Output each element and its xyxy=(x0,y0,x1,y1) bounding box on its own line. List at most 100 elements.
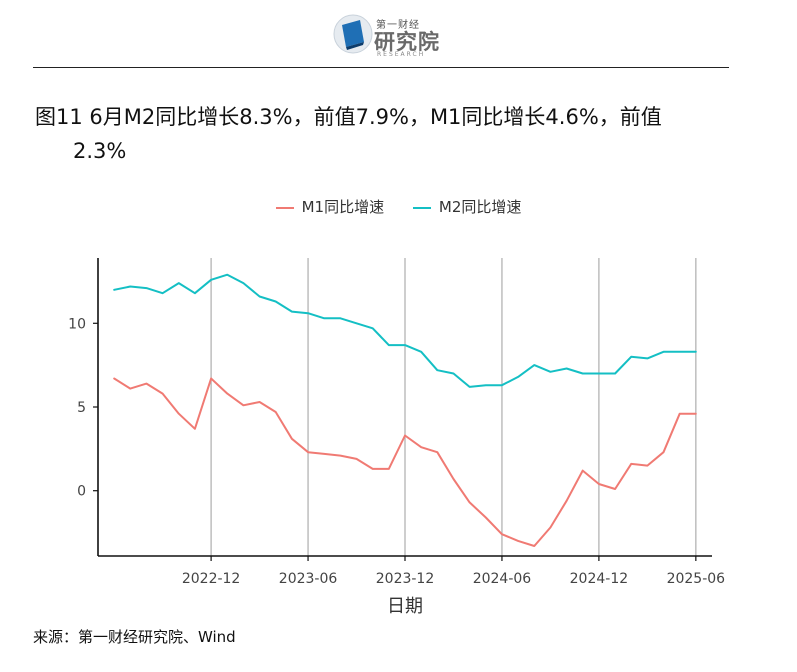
series-2-point-2024-02 xyxy=(437,369,439,371)
series-2-point-2023-04 xyxy=(275,301,277,303)
series-2-point-2024-08 xyxy=(533,364,535,366)
series-2-point-2023-01 xyxy=(226,274,228,276)
x-tick-label-2024-06: 2024-06 xyxy=(473,571,532,587)
series-1-point-2024-02 xyxy=(437,451,439,453)
legend-swatch-m2 xyxy=(412,206,431,209)
research-logo: 第一财经 研究院 RESEARCH xyxy=(333,12,443,60)
series-1-point-2022-07 xyxy=(130,388,132,390)
series-2-point-2023-08 xyxy=(340,317,342,319)
series-1-point-2024-09 xyxy=(550,527,552,529)
series-2-point-2024-09 xyxy=(550,371,552,373)
series-2-point-2025-03 xyxy=(647,358,649,360)
legend-label-m2: M2同比增速 xyxy=(438,198,522,216)
figure-title-line2: 2.3% xyxy=(73,139,127,163)
series-2-point-2025-06 xyxy=(695,351,697,353)
series-2-point-2022-09 xyxy=(162,292,164,294)
series-1-point-2022-09 xyxy=(162,393,164,395)
series-1-point-2024-11 xyxy=(582,470,584,472)
source-note: 来源：第一财经研究院、Wind xyxy=(33,628,236,646)
y-tick-label-10: 10 xyxy=(68,316,86,332)
y-tick-label-0: 0 xyxy=(77,484,86,500)
series-1-point-2025-03 xyxy=(647,465,649,467)
series-2-point-2024-05 xyxy=(485,384,487,386)
series-1-point-2024-08 xyxy=(533,545,535,547)
series-1-point-2023-08 xyxy=(340,455,342,457)
series-1-point-2023-09 xyxy=(356,458,358,460)
series-2-point-2024-11 xyxy=(582,373,584,375)
series-2-point-2022-10 xyxy=(178,282,180,284)
series-2-point-2024-04 xyxy=(469,386,471,388)
series-1-point-2023-02 xyxy=(243,405,245,407)
series-2-point-2024-10 xyxy=(566,368,568,370)
series-1-point-2025-04 xyxy=(663,451,665,453)
series-1-point-2024-10 xyxy=(566,500,568,502)
series-1-point-2024-12 xyxy=(598,483,600,485)
x-axis-title: 日期 xyxy=(387,596,423,617)
series-1-point-2023-03 xyxy=(259,401,261,403)
legend-label-m1: M1同比增速 xyxy=(301,198,385,216)
series-2-point-2025-05 xyxy=(679,351,681,353)
series-2-point-2023-10 xyxy=(372,328,374,330)
logo-book-icon xyxy=(333,14,373,54)
series-1-point-2023-01 xyxy=(226,393,228,395)
series-1-point-2022-10 xyxy=(178,413,180,415)
series-1-point-2024-01 xyxy=(420,446,422,448)
x-tick-label-2023-06: 2023-06 xyxy=(279,571,338,587)
series-1-point-2023-04 xyxy=(275,411,277,413)
legend-item-m2: M2同比增速 xyxy=(412,196,522,217)
legend-item-m1: M1同比增速 xyxy=(275,196,385,217)
series-2-point-2024-06 xyxy=(501,384,503,386)
x-tick-label-2022-12: 2022-12 xyxy=(182,571,241,587)
series-2-point-2022-11 xyxy=(194,292,196,294)
series-2-point-2023-09 xyxy=(356,322,358,324)
series-2-point-2024-07 xyxy=(517,376,519,378)
series-1-point-2022-06 xyxy=(113,378,115,380)
y-tick-label-5: 5 xyxy=(77,400,86,416)
series-2-point-2024-01 xyxy=(420,351,422,353)
logo-text-top: 第一财经 xyxy=(376,20,420,31)
logo-text-main: 研究院 xyxy=(374,30,440,54)
series-2-point-2024-12 xyxy=(598,373,600,375)
series-2-point-2022-07 xyxy=(130,286,132,288)
series-1-point-2024-05 xyxy=(485,517,487,519)
series-2-point-2023-02 xyxy=(243,282,245,284)
series-1-point-2025-06 xyxy=(695,413,697,415)
series-1-point-2023-05 xyxy=(291,438,293,440)
series-2-point-2023-06 xyxy=(307,312,309,314)
series-1-point-2024-03 xyxy=(453,478,455,480)
x-tick-label-2023-12: 2023-12 xyxy=(376,571,435,587)
series-1-point-2024-07 xyxy=(517,540,519,542)
series-2-point-2023-07 xyxy=(323,317,325,319)
series-1-point-2022-11 xyxy=(194,428,196,430)
logo-text-sub: RESEARCH xyxy=(377,51,426,58)
series-2-point-2023-05 xyxy=(291,311,293,313)
figure-title: 图11 6月M2同比增长8.3%，前值7.9%，M1同比增长4.6%，前值 2.… xyxy=(35,100,725,168)
series-1-point-2023-11 xyxy=(388,468,390,470)
series-1-point-2025-02 xyxy=(630,463,632,465)
series-2-point-2025-02 xyxy=(630,356,632,358)
series-2-point-2023-03 xyxy=(259,296,261,298)
series-1-point-2025-01 xyxy=(614,488,616,490)
series-2-point-2022-12 xyxy=(210,279,212,281)
header-divider xyxy=(33,67,729,68)
series-2-point-2025-04 xyxy=(663,351,665,353)
series-line-2 xyxy=(113,273,697,388)
chart-legend: M1同比增速 M2同比增速 xyxy=(0,196,797,217)
series-1-point-2024-06 xyxy=(501,533,503,535)
series-1-point-2023-06 xyxy=(307,451,309,453)
series-1-point-2022-08 xyxy=(146,383,148,385)
series-1-point-2022-12 xyxy=(210,378,212,380)
series-line-1 xyxy=(113,377,697,547)
series-1-point-2023-10 xyxy=(372,468,374,470)
legend-swatch-m1 xyxy=(275,206,294,209)
series-2-point-2023-12 xyxy=(404,344,406,346)
figure-title-line1: 图11 6月M2同比增长8.3%，前值7.9%，M1同比增长4.6%，前值 xyxy=(35,105,662,129)
series-1-point-2024-04 xyxy=(469,502,471,504)
series-2-point-2023-11 xyxy=(388,344,390,346)
series-1-point-2025-05 xyxy=(679,413,681,415)
series-1-point-2023-12 xyxy=(404,435,406,437)
x-tick-label-2025-06: 2025-06 xyxy=(667,571,726,587)
series-2-point-2025-01 xyxy=(614,373,616,375)
series-2-point-2022-08 xyxy=(146,287,148,289)
